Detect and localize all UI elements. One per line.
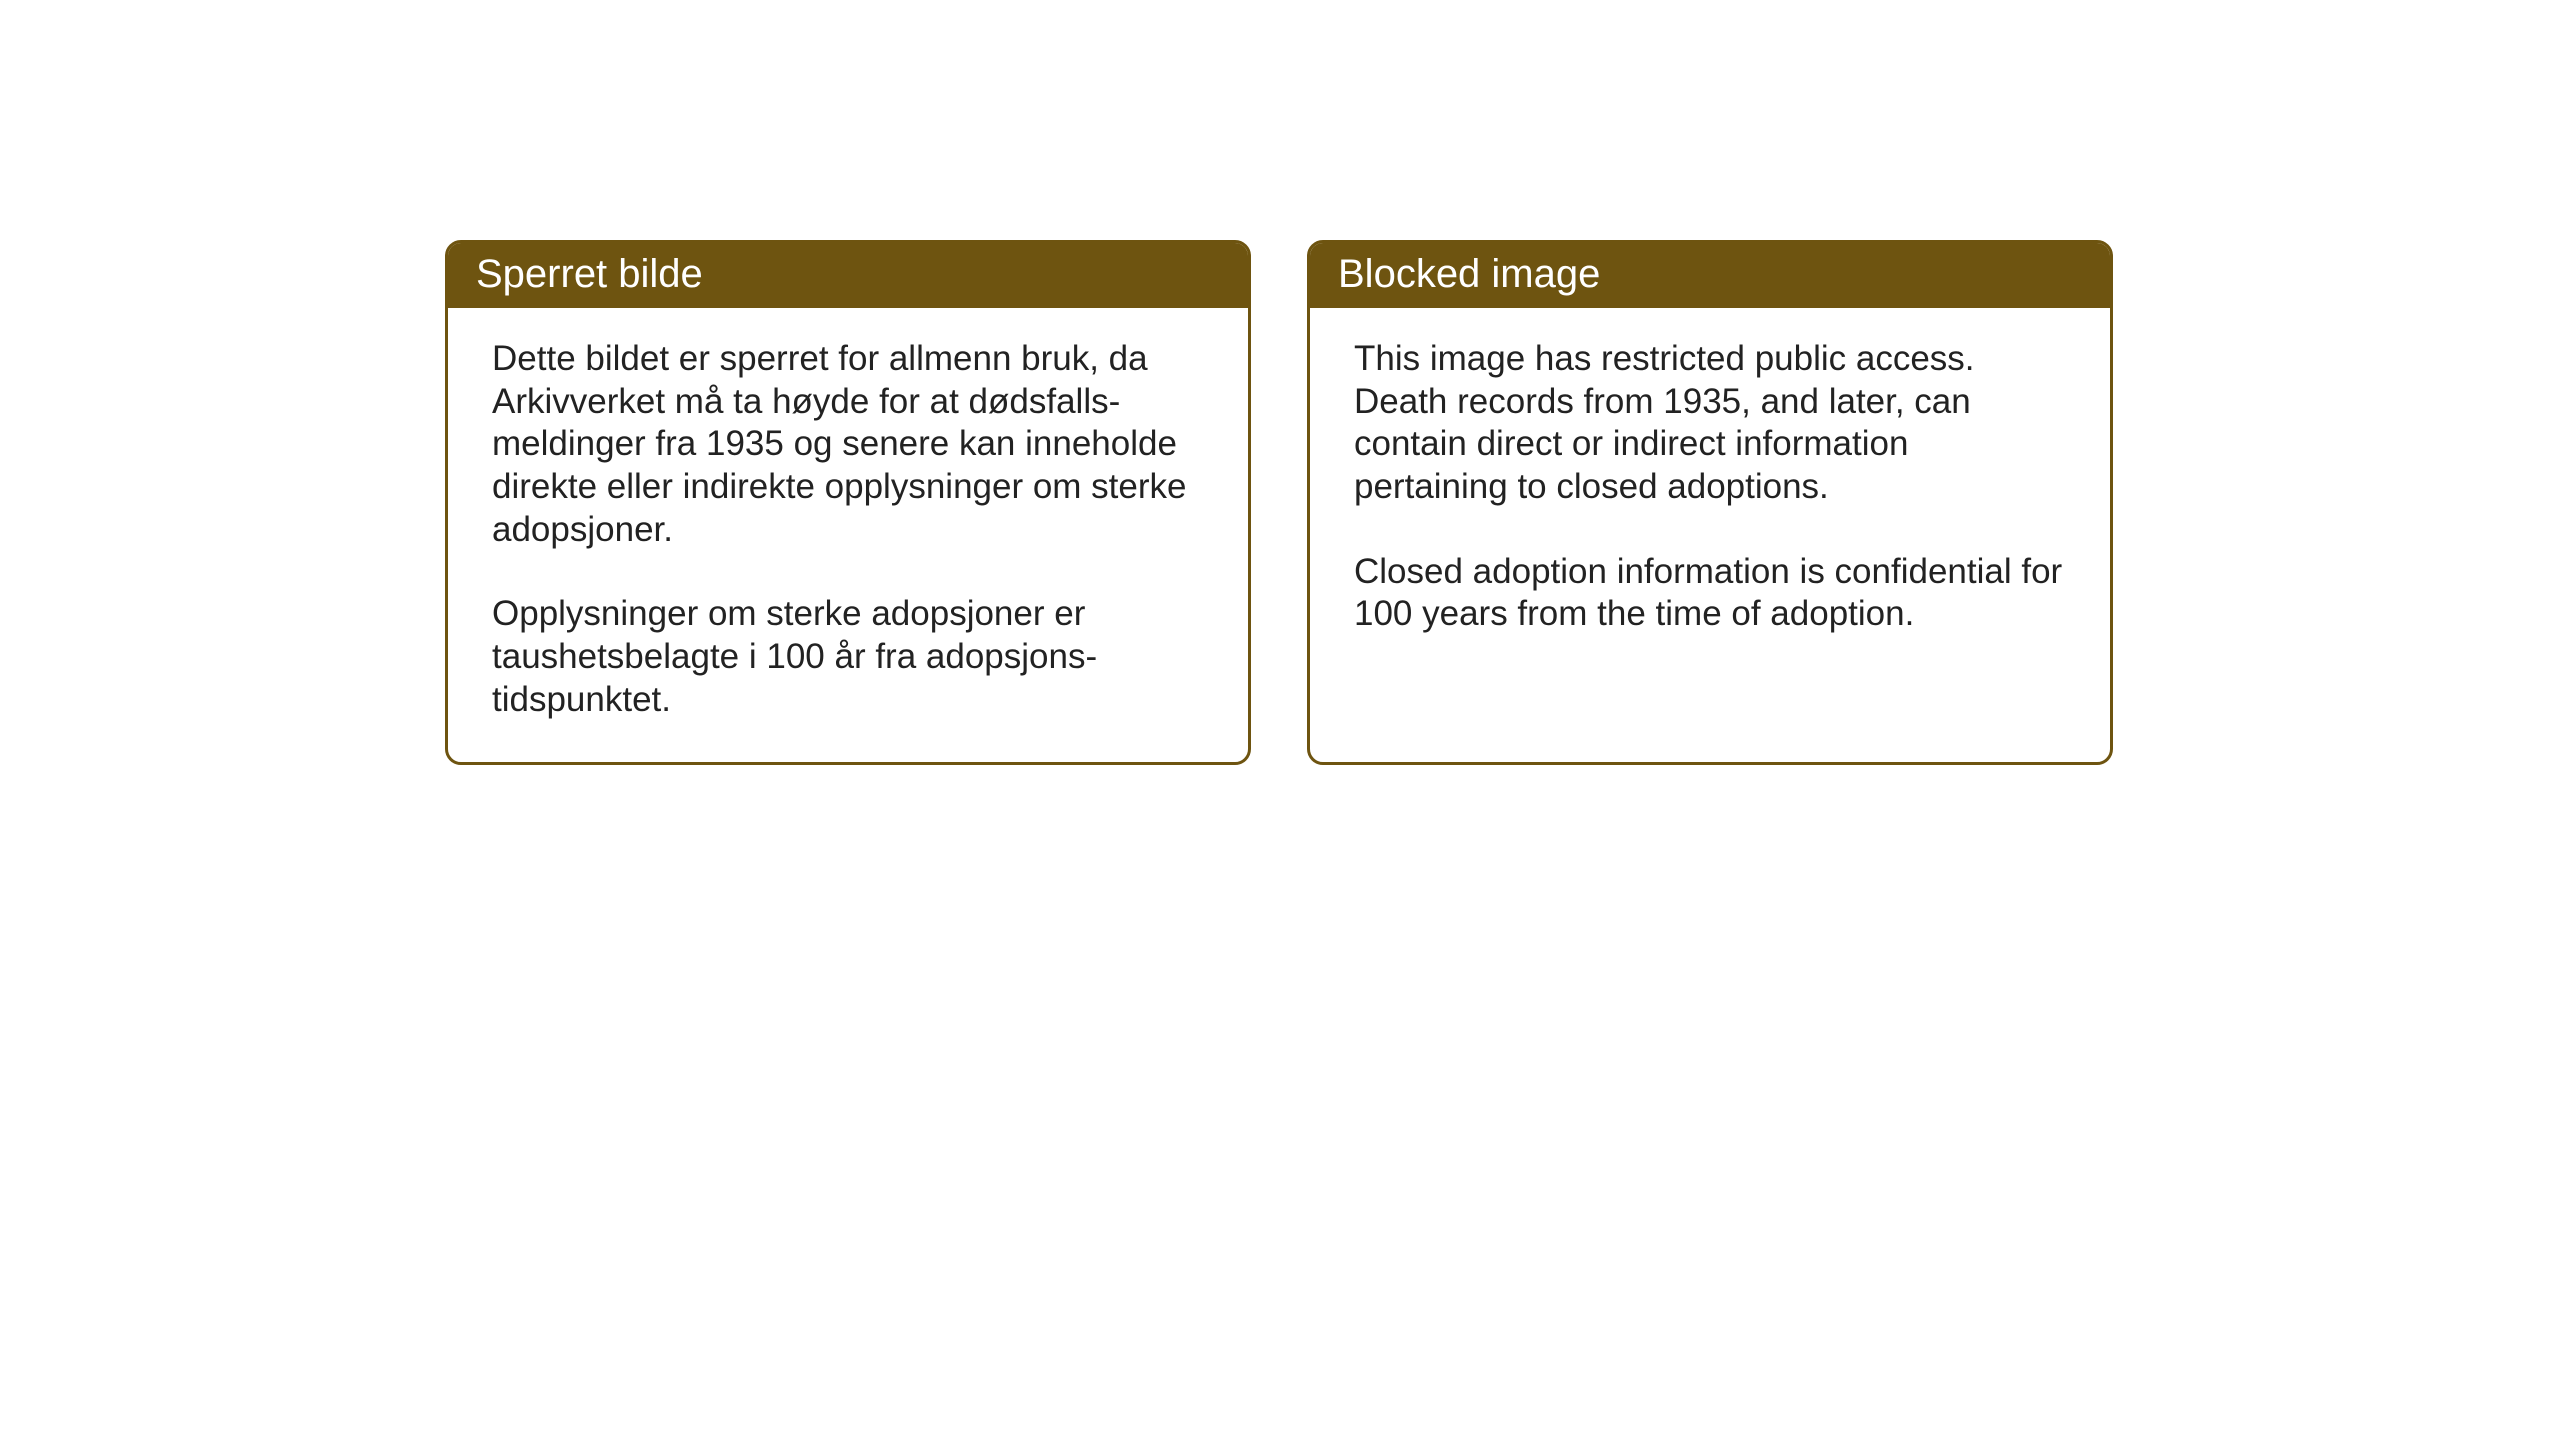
notice-header-english: Blocked image	[1310, 243, 2110, 308]
notice-container: Sperret bilde Dette bildet er sperret fo…	[445, 240, 2113, 765]
notice-card-english: Blocked image This image has restricted …	[1307, 240, 2113, 765]
notice-header-norwegian: Sperret bilde	[448, 243, 1248, 308]
notice-card-norwegian: Sperret bilde Dette bildet er sperret fo…	[445, 240, 1251, 765]
notice-body-norwegian: Dette bildet er sperret for allmenn bruk…	[448, 308, 1248, 762]
notice-paragraph-1-norwegian: Dette bildet er sperret for allmenn bruk…	[492, 338, 1204, 551]
notice-title-english: Blocked image	[1338, 252, 1600, 296]
notice-paragraph-1-english: This image has restricted public access.…	[1354, 338, 2066, 509]
notice-paragraph-2-english: Closed adoption information is confident…	[1354, 551, 2066, 636]
notice-title-norwegian: Sperret bilde	[476, 252, 703, 296]
notice-paragraph-2-norwegian: Opplysninger om sterke adopsjoner er tau…	[492, 593, 1204, 721]
notice-body-english: This image has restricted public access.…	[1310, 308, 2110, 676]
